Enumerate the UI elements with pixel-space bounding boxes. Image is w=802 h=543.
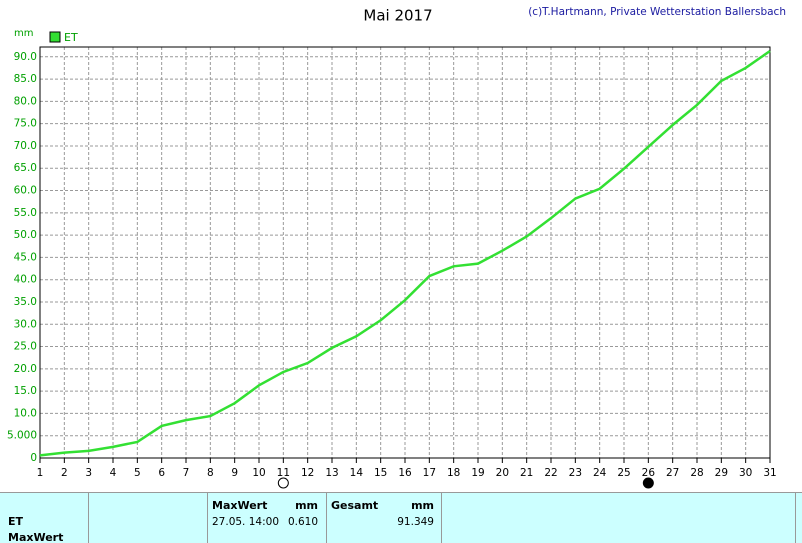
x-tick-label: 29 (715, 467, 728, 479)
table-row-label: MaxWert (8, 531, 63, 543)
y-tick-label: 0 (30, 452, 37, 464)
moon-full (277, 477, 289, 489)
x-tick-label: 15 (374, 467, 387, 479)
x-tick-label: 27 (666, 467, 679, 479)
y-tick-label: 70.0 (14, 140, 37, 152)
x-tick-label: 8 (207, 467, 214, 479)
x-tick-label: 16 (398, 467, 412, 479)
copyright: (c)T.Hartmann, Private Wetterstation Bal… (528, 6, 786, 18)
x-tick-label: 6 (158, 467, 165, 479)
table-bg (0, 492, 802, 543)
x-tick-label: 23 (569, 467, 582, 479)
y-tick-label: 40.0 (14, 274, 37, 286)
x-tick-label: 3 (85, 467, 92, 479)
x-tick-label: 13 (325, 467, 338, 479)
y-tick-label: 55.0 (14, 207, 37, 219)
y-tick-label: 65.0 (14, 162, 37, 174)
x-tick-label: 14 (350, 467, 364, 479)
y-tick-label: 15.0 (14, 385, 37, 397)
y-tick-label: 45.0 (14, 251, 37, 263)
x-tick-label: 1 (37, 467, 44, 479)
y-tick-label: 35.0 (14, 296, 37, 308)
chart-title: Mai 2017 (363, 7, 432, 25)
x-tick-label: 7 (183, 467, 190, 479)
table-header: MaxWert (212, 499, 267, 512)
x-tick-label: 10 (252, 467, 265, 479)
legend-swatch (49, 31, 61, 43)
y-tick-label: 20.0 (14, 363, 37, 375)
x-tick-label: 22 (544, 467, 557, 479)
series-line (39, 49, 771, 457)
moon-new (642, 477, 654, 489)
x-tick-label: 25 (617, 467, 630, 479)
x-tick-label: 12 (301, 467, 314, 479)
y-tick-label: 90.0 (14, 51, 37, 63)
x-tick-label: 28 (690, 467, 703, 479)
x-tick-label: 17 (423, 467, 436, 479)
table-row-label: ET (8, 515, 24, 528)
x-tick-label: 11 (277, 467, 290, 479)
x-tick-label: 24 (593, 467, 607, 479)
x-tick-label: 5 (134, 467, 141, 479)
y-tick-label: 50.0 (14, 229, 37, 241)
x-tick-label: 2 (61, 467, 68, 479)
x-tick-label: 20 (496, 467, 509, 479)
x-tick-label: 19 (471, 467, 484, 479)
x-tick-label: 30 (739, 467, 752, 479)
legend-label: ET (64, 31, 78, 44)
x-tick-label: 26 (642, 467, 656, 479)
table-cell: 0.610 (288, 516, 318, 528)
y-tick-label: 60.0 (14, 185, 37, 197)
y-axis-label: mm (14, 28, 33, 39)
y-tick-label: 10.0 (14, 407, 37, 419)
y-tick-label: 30.0 (14, 318, 37, 330)
x-tick-label: 18 (447, 467, 460, 479)
y-tick-label: 80.0 (14, 95, 37, 107)
plot-border (39, 46, 771, 459)
table-cell: 91.349 (397, 516, 434, 528)
table-header: Gesamt (331, 499, 378, 512)
y-tick-label: 25.0 (14, 341, 37, 353)
x-tick-label: 9 (231, 467, 238, 479)
x-tick-label: 31 (763, 467, 776, 479)
table-lines (0, 492, 802, 543)
y-tick-label: 85.0 (14, 73, 37, 85)
table-header: mm (411, 499, 434, 512)
table-cell: 27.05. 14:00 (212, 516, 279, 528)
x-tick-label: 21 (520, 467, 533, 479)
table-header: mm (295, 499, 318, 512)
x-tick-label: 4 (110, 467, 117, 479)
y-tick-label: 5.000 (7, 430, 37, 442)
y-tick-label: 75.0 (14, 118, 37, 130)
